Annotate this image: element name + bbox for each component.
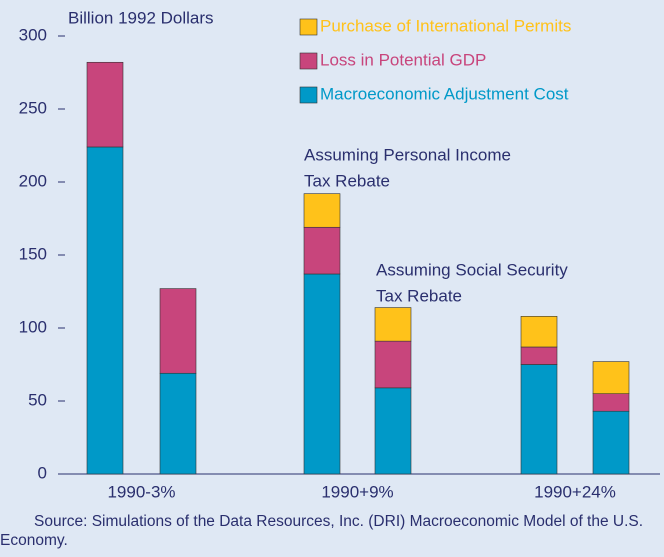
y-tick-label: 150	[19, 244, 47, 263]
bar-segment	[159, 288, 197, 374]
y-tick-label: 50	[28, 390, 47, 409]
bar-segment	[374, 340, 412, 389]
bar-segment	[374, 307, 412, 342]
bar-segment	[374, 387, 412, 475]
legend-swatch	[299, 52, 318, 70]
bar-segment	[592, 361, 630, 394]
bar-segment	[520, 316, 558, 348]
bar-segment	[86, 61, 124, 148]
annotation: Assuming Personal Income	[304, 145, 511, 164]
legend-label: Macroeconomic Adjustment Cost	[320, 84, 569, 103]
x-tick-label: 1990+24%	[534, 482, 616, 501]
y-tick-label: 300	[19, 25, 47, 44]
bar-segment	[592, 410, 630, 475]
annotation: Assuming Social Security	[376, 260, 568, 279]
x-tick-label: 1990+9%	[321, 482, 393, 501]
bar-segment	[520, 346, 558, 365]
source: Source: Simulations of the Data Resource…	[0, 513, 644, 549]
y-axis-label: Billion 1992 Dollars	[68, 8, 214, 27]
legend-label: Loss in Potential GDP	[320, 50, 486, 69]
chart: Billion 1992 Dollars 0 50 100 150 200 250 300 1…	[19, 8, 660, 501]
bar-segment	[86, 146, 124, 475]
x-tick-label: 1990-3%	[107, 482, 175, 501]
legend-swatch	[299, 86, 318, 104]
annotation: Tax Rebate	[304, 171, 390, 190]
bar-segment	[520, 364, 558, 475]
bar-segment	[592, 393, 630, 412]
y-tick-label: 250	[19, 98, 47, 117]
legend-swatch	[299, 18, 318, 36]
bar-segment	[303, 273, 341, 475]
bar-segment	[159, 372, 197, 475]
y-tick-label: 200	[19, 171, 47, 190]
y-tick-label: 100	[19, 317, 47, 336]
bar-segment	[303, 226, 341, 275]
annotation: Tax Rebate	[376, 286, 462, 305]
legend-label: Purchase of International Permits	[320, 16, 571, 35]
y-tick-label: 0	[38, 463, 47, 482]
bar-segment	[303, 193, 341, 228]
